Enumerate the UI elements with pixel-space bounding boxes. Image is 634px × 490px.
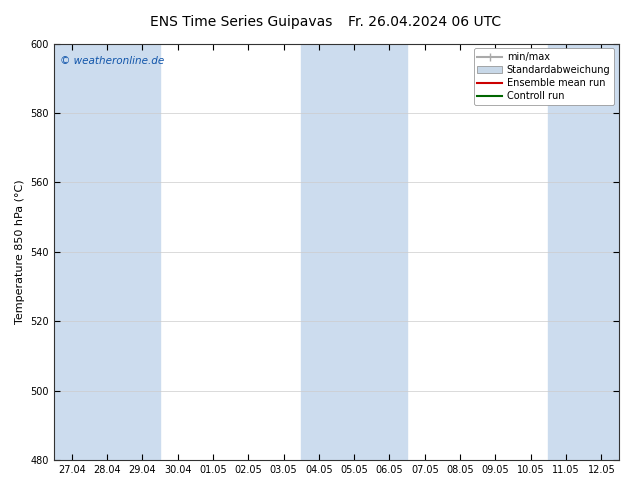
Text: © weatheronline.de: © weatheronline.de [60, 56, 164, 66]
Text: ENS Time Series Guipavas: ENS Time Series Guipavas [150, 15, 332, 29]
Bar [301, 44, 407, 460]
Y-axis label: Temperature 850 hPa (°C): Temperature 850 hPa (°C) [15, 179, 25, 324]
Text: Fr. 26.04.2024 06 UTC: Fr. 26.04.2024 06 UTC [348, 15, 501, 29]
Legend: min/max, Standardabweichung, Ensemble mean run, Controll run: min/max, Standardabweichung, Ensemble me… [474, 49, 614, 105]
Bar [54, 44, 160, 460]
Bar [548, 44, 619, 460]
